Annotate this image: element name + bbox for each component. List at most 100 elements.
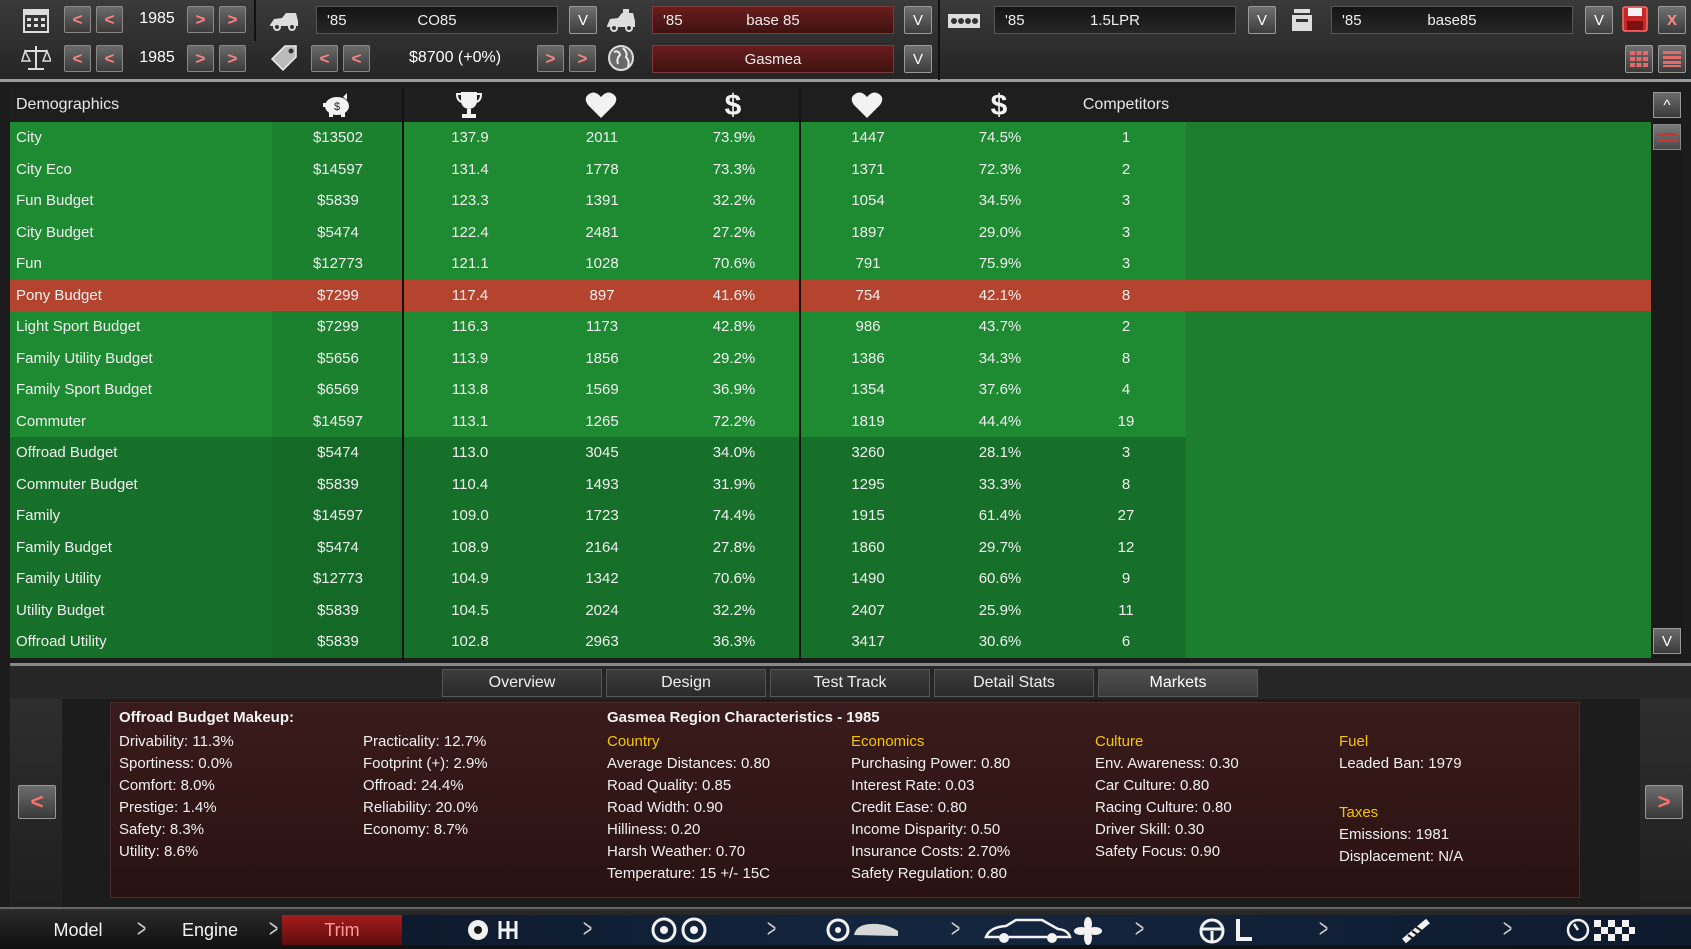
competitor-count: 1 (1121, 129, 1131, 147)
table-row[interactable]: Offroad Utility $5839 102.8 2963 36.3% 3417 30… (10, 626, 1660, 658)
table-row[interactable]: Pony Budget $7299 117.4 897 41.6% 754 42.1% 8 (10, 279, 1660, 311)
competitor-count: 2 (1121, 318, 1131, 336)
market-score: 109.0 (451, 507, 489, 525)
wheels-icon[interactable] (650, 917, 710, 949)
demand-units: 1028 (585, 255, 619, 273)
year-prev-fast-button[interactable]: < (64, 6, 91, 33)
header-competitors[interactable]: Competitors (1082, 96, 1170, 113)
table-row[interactable]: City Budget $5474 122.4 2481 27.2% 1897 29.0% 3 (10, 216, 1660, 248)
table-row[interactable]: City Eco $14597 131.4 1778 73.3% 1371 72.3% 2 (10, 153, 1660, 185)
model-select[interactable]: '85 CO85 (316, 6, 558, 34)
nav-engine[interactable]: Engine (181, 919, 239, 940)
economics-stat: Interest Rate: 0.03 (851, 777, 975, 794)
close-button[interactable]: X (1658, 6, 1686, 34)
table-row[interactable]: Fun $12773 121.1 1028 70.6% 791 75.9% 3 (10, 248, 1660, 280)
table-row[interactable]: Commuter $14597 113.1 1265 72.2% 1819 44.4% 19 (10, 405, 1660, 437)
compare-year-next-fast-button[interactable]: > (219, 45, 246, 72)
market-score: 113.1 (451, 412, 489, 430)
engine-family-icon (1286, 5, 1318, 35)
price-next-fast-button[interactable]: > (569, 45, 596, 72)
fuel-stat: Leaded Ban: 1979 (1339, 755, 1462, 772)
list-view-button[interactable] (1658, 45, 1686, 73)
compare-year-prev-button[interactable]: < (96, 45, 123, 72)
interior-icon[interactable] (1198, 917, 1258, 949)
country-stat: Average Distances: 0.80 (607, 755, 771, 772)
calendar-icon[interactable] (20, 5, 52, 35)
competitor-count: 8 (1121, 475, 1131, 493)
price-share: 72.2% (712, 412, 756, 430)
compare-year-next-button[interactable]: > (187, 45, 214, 72)
table-row[interactable]: Family $14597 109.0 1723 74.4% 1915 61.4% 27 (10, 500, 1660, 532)
test-finish-icon[interactable] (1566, 917, 1636, 949)
table-scrollbar[interactable]: ^ V (1651, 90, 1683, 658)
panel-prev-button[interactable]: < (18, 785, 56, 819)
region-dropdown-button[interactable]: V (904, 45, 932, 73)
engine-family-select[interactable]: '85 base85 (1331, 6, 1573, 34)
model-dropdown-button[interactable]: V (569, 6, 597, 34)
tab-design[interactable]: Design (606, 669, 766, 697)
nav-trim[interactable]: Trim (282, 915, 402, 945)
table-row[interactable]: City $13502 137.9 2011 73.9% 1447 74.5% 1 (10, 122, 1660, 154)
header-demand-2[interactable] (802, 88, 932, 122)
header-demand[interactable] (536, 88, 666, 122)
table-row[interactable]: Utility Budget $5839 104.5 2024 32.2% 2407 25.… (10, 594, 1660, 626)
year-next-button[interactable]: > (187, 6, 214, 33)
competitor-count: 3 (1121, 444, 1131, 462)
nav-chevron: > (1319, 913, 1329, 943)
table-row[interactable]: Commuter Budget $5839 110.4 1493 31.9% 1295 33… (10, 468, 1660, 500)
header-price[interactable]: $ (272, 88, 402, 122)
header-price-share-2[interactable]: $ (934, 88, 1064, 122)
demand-units-2: 754 (855, 286, 881, 304)
engine-select[interactable]: '85 1.5LPR (994, 6, 1236, 34)
table-row[interactable]: Family Utility $12773 104.9 1342 70.6% 1490 60… (10, 563, 1660, 595)
panel-next-button[interactable]: > (1645, 785, 1683, 819)
compare-year-label: 1985 (139, 49, 175, 66)
tab-markets[interactable]: Markets (1098, 669, 1258, 697)
grid-view-button[interactable] (1625, 45, 1653, 73)
year-prev-button[interactable]: < (96, 6, 123, 33)
tab-detail-stats[interactable]: Detail Stats (934, 669, 1094, 697)
competitor-count: 8 (1121, 349, 1131, 367)
gearbox-icon[interactable] (466, 917, 526, 949)
demographic-name: City Eco (16, 160, 72, 178)
header-demographics[interactable]: Demographics (16, 96, 120, 113)
balance-scale-icon[interactable] (20, 43, 52, 73)
price-share-2: 34.5% (978, 192, 1022, 210)
table-row[interactable]: Fun Budget $5839 123.3 1391 32.2% 1054 34.5% 3 (10, 185, 1660, 217)
scroll-down-button[interactable]: V (1653, 628, 1681, 654)
header-score[interactable] (404, 88, 534, 122)
nav-model[interactable]: Model (53, 919, 103, 940)
car-fan-icon[interactable] (984, 917, 1104, 949)
family-dropdown-button[interactable]: V (1585, 6, 1613, 34)
region-select[interactable]: Gasmea (652, 45, 894, 73)
table-row[interactable]: Light Sport Budget $7299 116.3 1173 42.8% 986… (10, 311, 1660, 343)
price-next-button[interactable]: > (537, 45, 564, 72)
suspension-icon[interactable] (1398, 917, 1434, 949)
price-prev-button[interactable]: < (343, 45, 370, 72)
competitor-count: 2 (1121, 160, 1131, 178)
scroll-thumb[interactable] (1653, 124, 1681, 150)
market-score: 113.0 (451, 444, 489, 462)
price-prev-fast-button[interactable]: < (311, 45, 338, 72)
demographic-name: Utility Budget (16, 601, 105, 619)
demand-units: 1493 (585, 475, 619, 493)
table-row[interactable]: Offroad Budget $5474 113.0 3045 34.0% 3260 28.… (10, 437, 1660, 469)
compare-year-prev-fast-button[interactable]: < (64, 45, 91, 72)
scroll-up-button[interactable]: ^ (1653, 92, 1681, 118)
engine-dropdown-button[interactable]: V (1248, 6, 1276, 34)
header-price-share[interactable]: $ (668, 88, 798, 122)
table-row[interactable]: Family Budget $5474 108.9 2164 27.8% 1860 29.7… (10, 531, 1660, 563)
tab-overview[interactable]: Overview (442, 669, 602, 697)
tab-test-track[interactable]: Test Track (770, 669, 930, 697)
table-row[interactable]: Family Utility Budget $5656 113.9 1856 29.2%… (10, 342, 1660, 374)
price-share: 32.2% (712, 601, 756, 619)
svg-text:$: $ (725, 90, 742, 120)
piggy-bank-icon: $ (323, 93, 349, 117)
table-row[interactable]: Family Sport Budget $6569 113.8 1569 36.9% 13… (10, 374, 1660, 406)
year-next-fast-button[interactable]: > (219, 6, 246, 33)
competitor-count: 27 (1117, 507, 1135, 525)
trim-select[interactable]: '85 base 85 (652, 6, 894, 34)
trim-dropdown-button[interactable]: V (904, 6, 932, 34)
save-icon[interactable] (1620, 4, 1650, 34)
body-design-icon[interactable] (826, 917, 902, 949)
